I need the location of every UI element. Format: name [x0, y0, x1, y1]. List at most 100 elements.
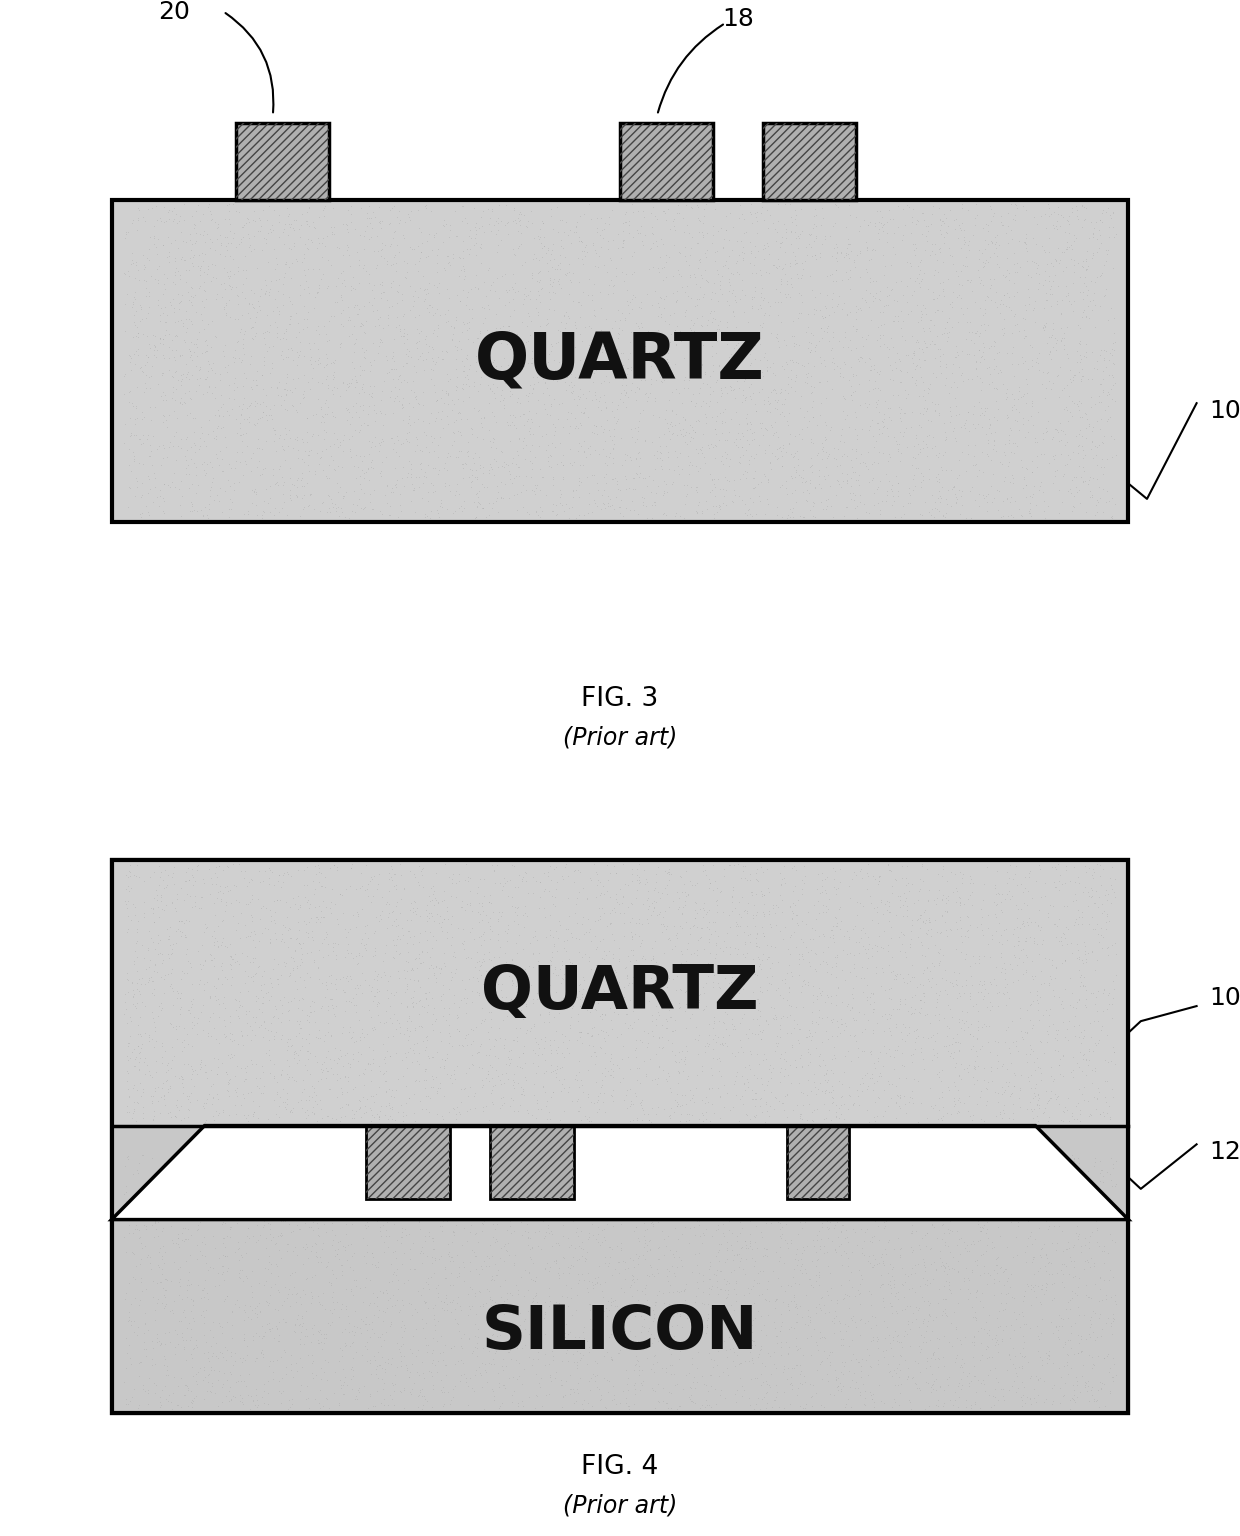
Point — [750, 292, 770, 316]
Point — [1080, 1011, 1100, 1035]
Point — [766, 978, 786, 1003]
Point — [756, 946, 776, 971]
Point — [605, 465, 625, 490]
Point — [1004, 1318, 1024, 1342]
Point — [181, 1223, 201, 1247]
Point — [393, 1344, 413, 1369]
Point — [358, 272, 378, 296]
Point — [518, 407, 538, 432]
Point — [820, 1161, 839, 1186]
Point — [453, 372, 472, 396]
Point — [931, 1146, 951, 1170]
Point — [1092, 1158, 1112, 1183]
Point — [486, 303, 506, 327]
Point — [503, 298, 523, 323]
Point — [756, 260, 776, 284]
Point — [930, 237, 950, 261]
Point — [401, 1336, 420, 1361]
Point — [1080, 1174, 1100, 1198]
Point — [379, 900, 399, 925]
Point — [254, 1201, 274, 1226]
Point — [755, 1009, 775, 1034]
Point — [921, 917, 941, 942]
Point — [632, 946, 652, 971]
Point — [1058, 1342, 1078, 1367]
Point — [1085, 992, 1105, 1017]
Point — [226, 275, 246, 300]
Point — [490, 1396, 510, 1421]
Point — [854, 966, 874, 991]
Point — [804, 892, 823, 917]
Point — [198, 1081, 218, 1106]
Point — [487, 1292, 507, 1316]
Point — [1100, 1106, 1120, 1130]
Point — [124, 951, 144, 975]
Point — [298, 920, 317, 945]
Point — [761, 1180, 781, 1204]
Point — [238, 1081, 258, 1106]
Point — [410, 1378, 430, 1402]
Point — [444, 1190, 464, 1215]
Point — [374, 1157, 394, 1181]
Point — [714, 857, 734, 882]
Point — [438, 1232, 458, 1256]
Point — [379, 1103, 399, 1127]
Point — [977, 1233, 997, 1258]
Point — [950, 1006, 970, 1031]
Point — [308, 1092, 327, 1117]
Point — [717, 1017, 737, 1041]
Point — [248, 410, 268, 435]
Point — [625, 1201, 645, 1226]
Point — [150, 332, 170, 356]
Point — [706, 889, 725, 914]
Point — [492, 900, 512, 925]
Point — [405, 865, 425, 889]
Point — [725, 1206, 745, 1230]
Point — [155, 1170, 175, 1195]
Point — [909, 1296, 929, 1321]
Point — [238, 1103, 258, 1127]
Point — [868, 392, 888, 416]
Point — [847, 427, 867, 452]
Point — [821, 338, 841, 362]
Point — [278, 364, 298, 389]
Point — [831, 1376, 851, 1401]
Point — [529, 495, 549, 519]
Point — [965, 1324, 985, 1349]
Point — [606, 960, 626, 985]
Point — [458, 1021, 477, 1046]
Point — [1008, 379, 1028, 404]
Point — [258, 980, 278, 1005]
Point — [1096, 355, 1116, 379]
Point — [591, 1001, 611, 1026]
Point — [376, 344, 396, 369]
Point — [885, 1147, 905, 1172]
Point — [180, 498, 200, 522]
Point — [887, 1281, 906, 1306]
Point — [118, 1144, 138, 1169]
Point — [408, 1395, 428, 1419]
Point — [224, 1078, 244, 1103]
Point — [738, 412, 758, 436]
Point — [641, 235, 661, 260]
Point — [670, 381, 689, 406]
Point — [498, 459, 518, 484]
Point — [465, 441, 485, 465]
Point — [671, 1201, 691, 1226]
Point — [237, 874, 257, 899]
Point — [727, 1229, 746, 1253]
Point — [701, 432, 720, 456]
Point — [265, 496, 285, 521]
Point — [339, 505, 358, 530]
Point — [305, 1263, 325, 1287]
Point — [546, 1290, 565, 1315]
Point — [1027, 1207, 1047, 1232]
Point — [689, 1023, 709, 1048]
Point — [846, 1008, 866, 1032]
Point — [279, 1387, 299, 1412]
Point — [823, 1215, 843, 1240]
Point — [667, 422, 687, 447]
Point — [268, 1278, 288, 1303]
Point — [501, 336, 521, 361]
Point — [1097, 903, 1117, 928]
